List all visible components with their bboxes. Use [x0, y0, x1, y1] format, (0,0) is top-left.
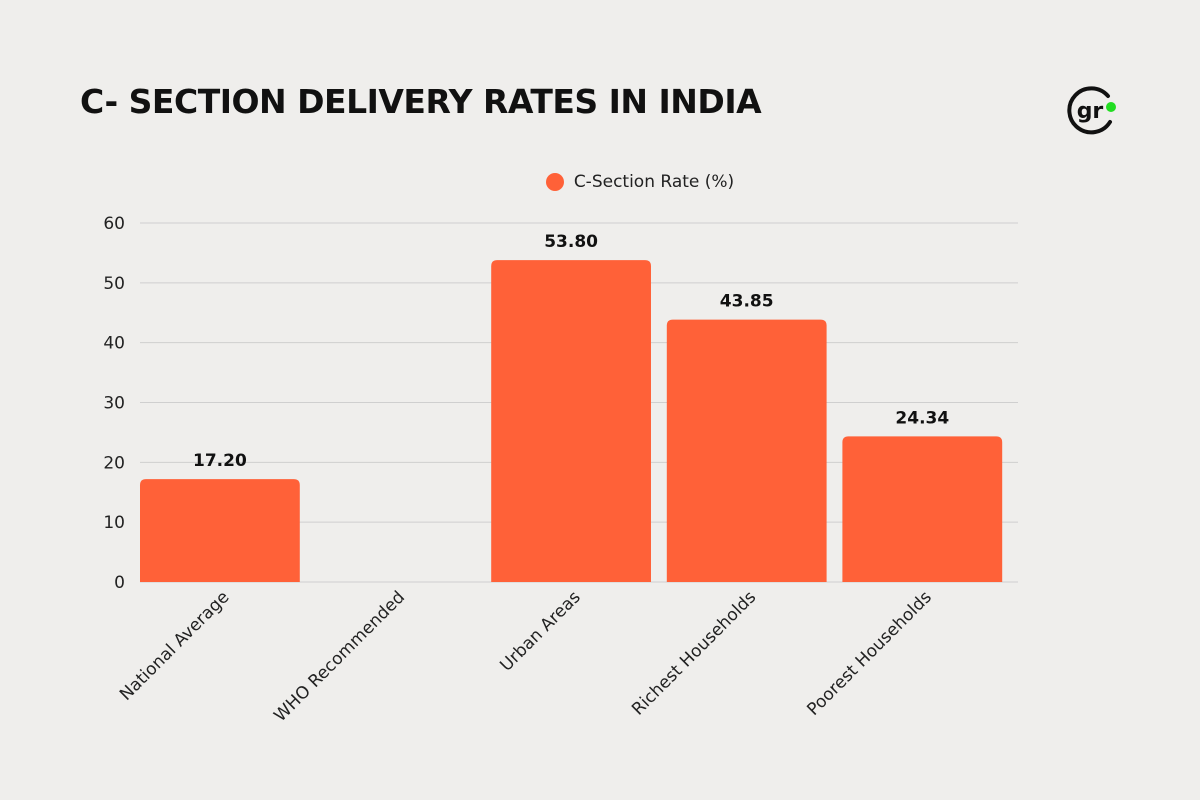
brand-logo-icon: gr	[1067, 86, 1116, 135]
legend: C-Section Rate (%)	[0, 172, 1200, 192]
legend-swatch	[545, 173, 564, 191]
x-tick-label: Urban Areas	[496, 587, 584, 675]
legend-label: C-Section Rate (%)	[573, 172, 735, 192]
y-tick-label: 60	[103, 214, 125, 234]
bar-value-label: 17.20	[193, 451, 247, 471]
bar-value-label: 53.80	[544, 232, 598, 252]
bar-value-label: 43.85	[720, 292, 774, 312]
bar	[666, 319, 827, 582]
bar	[140, 479, 300, 582]
y-tick-label: 20	[103, 453, 125, 473]
bar	[491, 260, 651, 582]
bar-value-label: 24.34	[895, 408, 949, 428]
y-tick-label: 50	[103, 274, 125, 294]
x-tick-label: Richest Households	[628, 587, 760, 719]
y-tick-label: 40	[103, 334, 125, 354]
y-tick-label: 0	[114, 573, 125, 593]
x-tick-label: National Average	[116, 587, 233, 704]
chart-title: C- SECTION DELIVERY RATES IN INDIA	[80, 82, 762, 121]
x-tick-label: Poorest Households	[803, 587, 936, 720]
logo-dot	[1106, 102, 1116, 112]
y-tick-label: 30	[103, 394, 125, 414]
x-tick-label: WHO Recommended	[270, 587, 409, 726]
y-tick-label: 10	[103, 513, 125, 533]
bar	[842, 436, 1003, 582]
logo-text: gr	[1077, 99, 1104, 124]
